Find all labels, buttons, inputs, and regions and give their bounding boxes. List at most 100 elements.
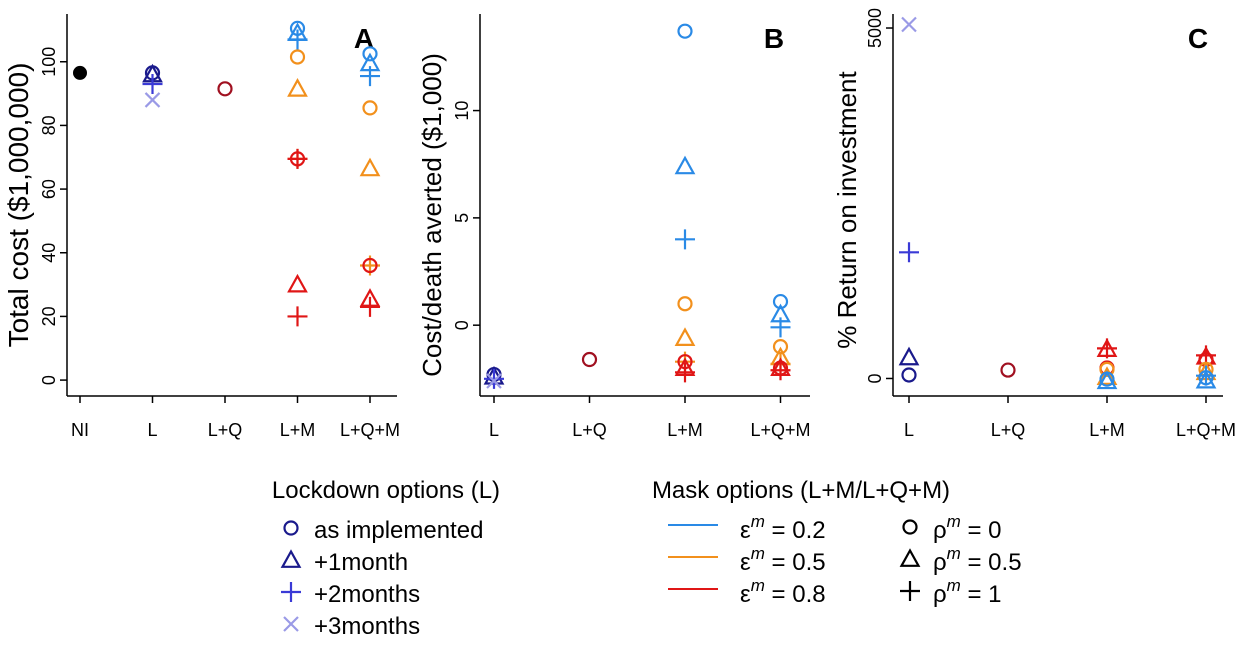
legend-sup: m — [751, 576, 765, 595]
legend-marker — [902, 519, 918, 535]
y-axis-label: % Return on investment — [832, 70, 862, 348]
legend-sup: m — [947, 544, 961, 563]
x-tick-label: L — [147, 420, 157, 440]
y-axis-label: Total cost ($1,000,000) — [3, 63, 34, 348]
x-tick-label: NI — [71, 420, 89, 440]
x-tick-label: L+Q+M — [1176, 420, 1236, 440]
legend-epsilon-label: εm = 0.8 — [740, 576, 826, 608]
data-point — [674, 327, 696, 346]
legend-marker — [899, 548, 921, 567]
x-tick-label: L+M — [1089, 420, 1125, 440]
y-tick-label: 100 — [39, 47, 59, 77]
legend-label: +3months — [314, 613, 420, 640]
legend-label: as implemented — [314, 517, 483, 544]
y-tick-label: 20 — [39, 306, 59, 326]
x-tick-label: L+Q — [208, 420, 243, 440]
x-tick-label: L — [904, 420, 914, 440]
y-axis-label: Cost/death averted ($1,000) — [417, 53, 447, 377]
x-tick-label: L+M — [667, 420, 703, 440]
data-point — [1096, 366, 1118, 385]
data-point — [287, 306, 308, 327]
y-tick-label: 40 — [39, 243, 59, 263]
x-tick-label: L+Q+M — [750, 420, 810, 440]
legend-rho-label: ρm = 0 — [933, 512, 1002, 544]
legend-sup: m — [751, 512, 765, 531]
data-point — [677, 23, 693, 39]
y-tick-label: 0 — [39, 375, 59, 385]
data-point — [675, 229, 695, 250]
data-point — [1099, 361, 1115, 377]
data-point — [142, 74, 163, 95]
legend-value: = 1 — [961, 581, 1002, 608]
legend-marker — [280, 549, 302, 568]
legend-value: = 0.5 — [765, 549, 826, 576]
legend-marker — [283, 616, 299, 632]
data-point — [287, 78, 308, 97]
legend-value: = 0 — [961, 517, 1002, 544]
data-point — [362, 46, 378, 62]
data-point — [1195, 369, 1217, 389]
legend-marker — [281, 582, 301, 602]
panel-letter: A — [354, 23, 374, 54]
x-tick-label: L+Q — [572, 420, 607, 440]
legend-symbol: ε — [740, 581, 751, 608]
x-tick-label: L+Q — [991, 420, 1026, 440]
legend-sup: m — [947, 576, 961, 595]
panel-c: 0 5000 L L+Q L+M L+Q+M % Return on investment C — [832, 8, 1236, 440]
data-point — [73, 65, 87, 80]
data-point — [677, 296, 693, 312]
x-tick-label: L+Q+M — [340, 420, 400, 440]
data-point — [484, 368, 504, 389]
legend-label: +1month — [314, 549, 408, 576]
legend-symbol: ε — [740, 517, 751, 544]
legend-marker — [900, 581, 920, 601]
x-tick-label: L — [489, 420, 499, 440]
panel-letter: C — [1188, 23, 1208, 54]
data-point — [901, 16, 917, 33]
panel-letter: B — [764, 23, 784, 54]
data-point — [360, 66, 380, 87]
legend-symbol: ρ — [933, 517, 947, 544]
data-point — [287, 148, 308, 169]
data-point — [675, 362, 695, 383]
legend: Lockdown options (L) as implemented +1mont… — [272, 477, 1022, 640]
legend-title-lockdown: Lockdown options (L) — [272, 477, 500, 504]
panel-a: 0 20 40 60 80 100 NI L L+Q L+M L+Q+M Total cost ($1… — [3, 14, 400, 440]
data-point — [362, 100, 378, 116]
y-tick-label: 5 — [452, 213, 472, 223]
data-point — [289, 49, 306, 65]
legend-epsilon-label: εm = 0.2 — [740, 512, 826, 544]
panel-b: 0 5 10 L L+Q L+M L+Q+M Cost/death averted ($1,0… — [417, 14, 811, 440]
data-point — [581, 351, 598, 368]
legend-rho-label: ρm = 0.5 — [933, 544, 1022, 576]
data-point — [770, 360, 791, 381]
y-tick-label: 0 — [865, 373, 885, 383]
legend-value: = 0.2 — [765, 517, 826, 544]
data-point — [899, 242, 919, 263]
data-point — [770, 317, 791, 338]
y-tick-label: 80 — [39, 115, 59, 135]
legend-epsilon-label: εm = 0.5 — [740, 544, 826, 576]
legend-label: +2months — [314, 581, 420, 608]
data-point — [1096, 338, 1118, 357]
legend-symbol: ρ — [933, 581, 947, 608]
data-point — [360, 296, 380, 317]
x-tick-label: L+M — [280, 420, 316, 440]
data-point — [217, 81, 233, 97]
legend-symbol: ρ — [933, 549, 947, 576]
data-point — [362, 257, 378, 274]
y-tick-label: 5000 — [865, 8, 885, 48]
legend-value: = 0.8 — [765, 581, 826, 608]
y-tick-label: 60 — [39, 179, 59, 199]
data-point — [144, 92, 161, 108]
data-point — [287, 29, 308, 50]
data-point — [898, 346, 920, 366]
data-point — [486, 373, 502, 389]
legend-value: = 0.5 — [961, 549, 1022, 576]
data-point — [287, 273, 308, 293]
data-point — [1096, 370, 1118, 390]
y-tick-label: 0 — [452, 320, 472, 330]
legend-rho-label: ρm = 1 — [933, 576, 1002, 608]
y-tick-label: 10 — [452, 101, 472, 121]
data-point — [1000, 362, 1016, 378]
